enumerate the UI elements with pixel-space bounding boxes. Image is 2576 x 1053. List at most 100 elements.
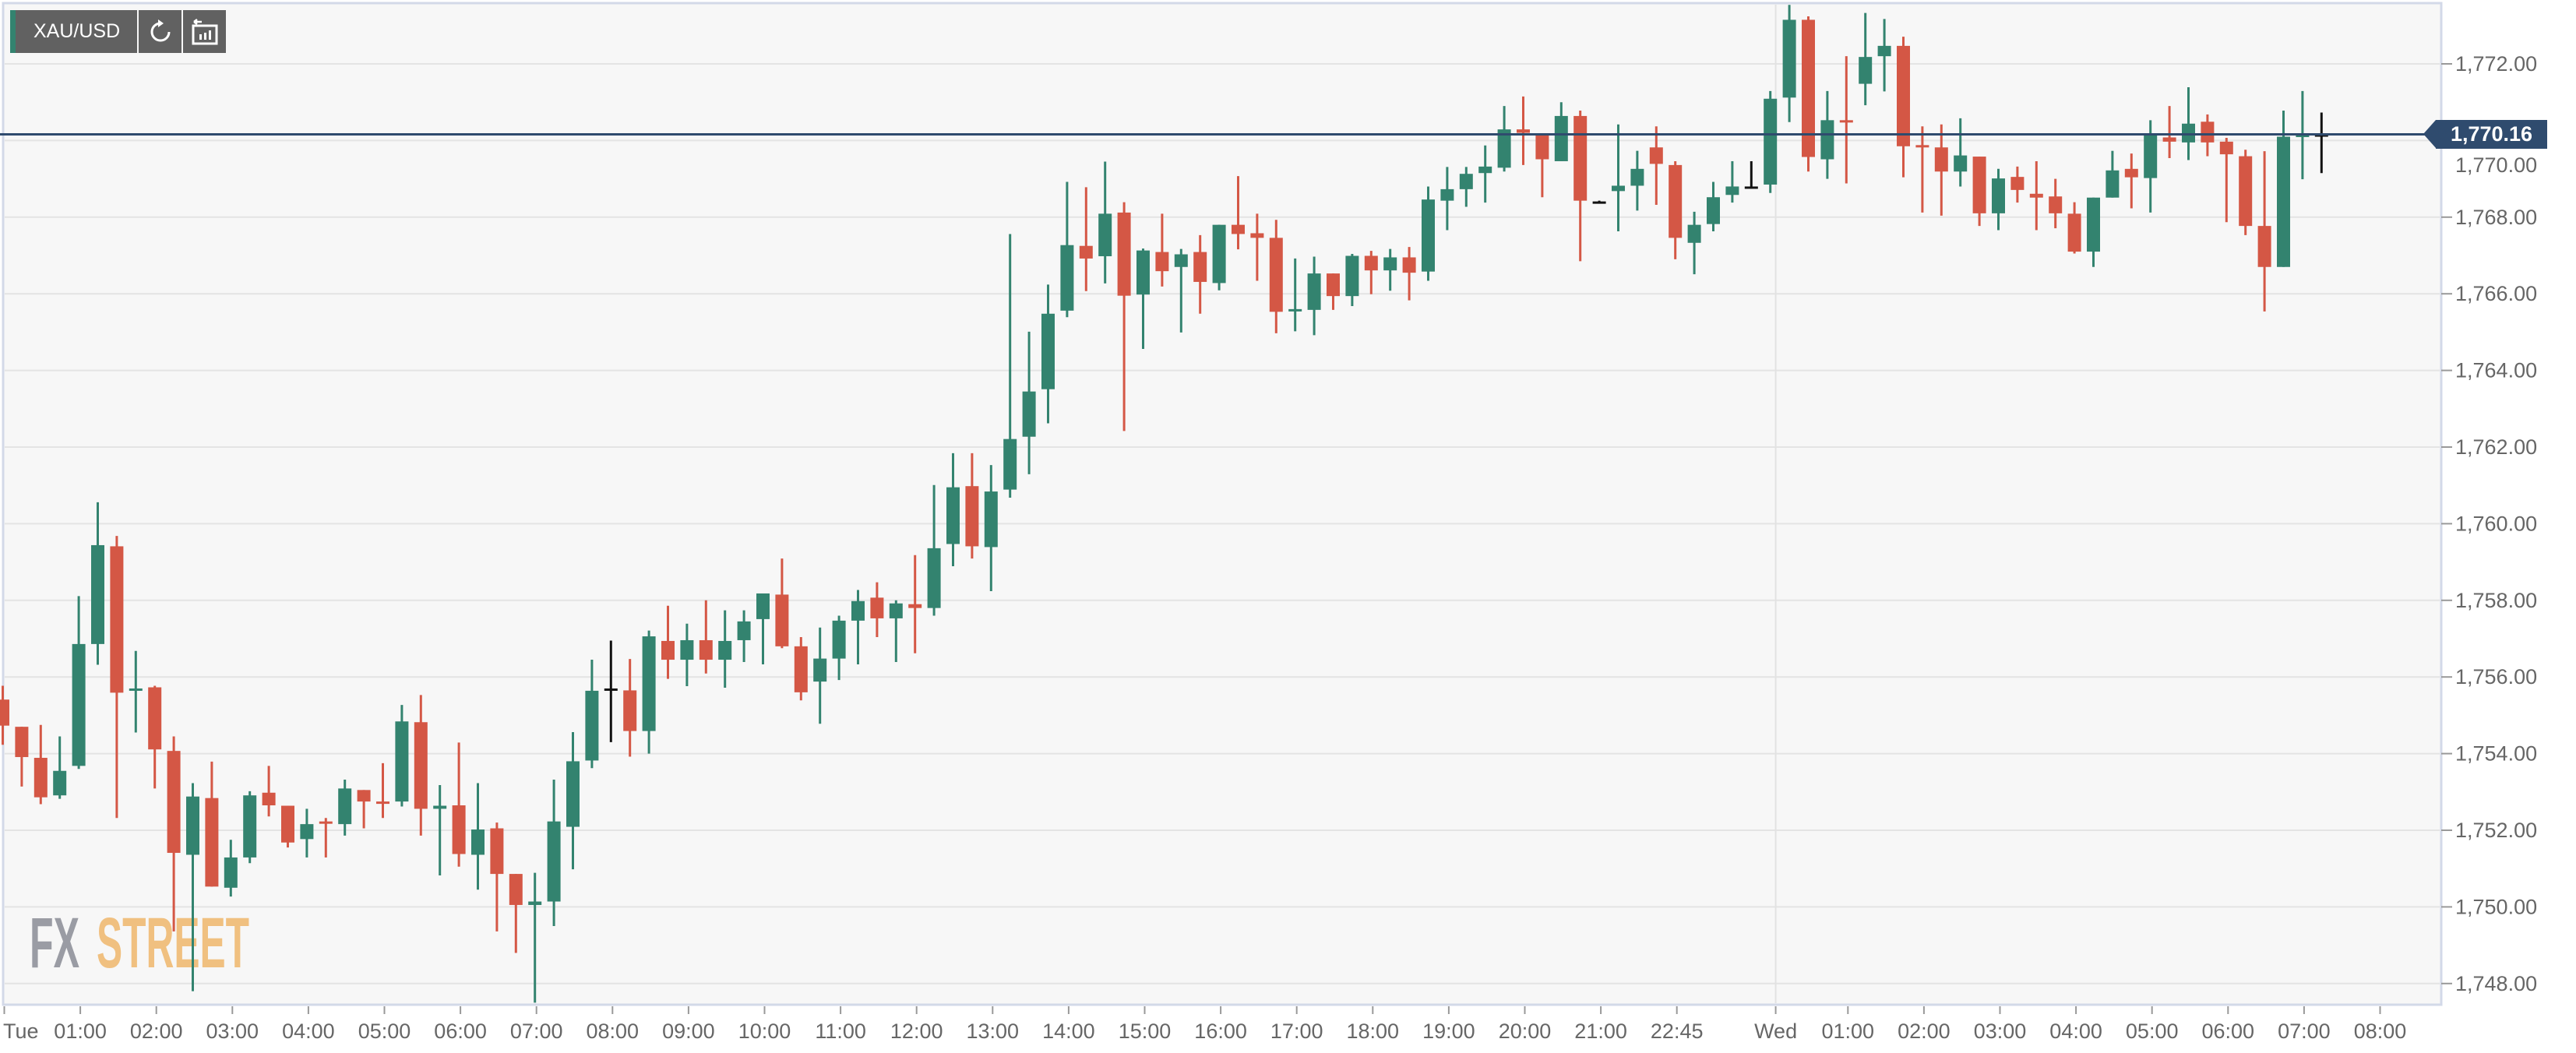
candle[interactable] — [1802, 16, 1815, 172]
candle[interactable] — [1707, 181, 1720, 232]
candle[interactable] — [0, 685, 9, 745]
candle[interactable] — [794, 637, 808, 701]
candle[interactable] — [414, 695, 428, 836]
candle[interactable] — [471, 783, 485, 890]
candle[interactable] — [699, 600, 713, 674]
candle[interactable] — [376, 762, 389, 819]
candle[interactable] — [1041, 284, 1055, 424]
candle[interactable] — [1117, 202, 1131, 431]
candle[interactable] — [1725, 160, 1739, 203]
candle[interactable] — [2257, 151, 2271, 312]
candle[interactable] — [129, 650, 143, 733]
candle[interactable] — [1535, 134, 1549, 198]
candle[interactable] — [148, 685, 162, 789]
candle[interactable] — [1630, 150, 1644, 211]
candle[interactable] — [585, 660, 599, 769]
candle[interactable] — [2219, 137, 2233, 223]
candle[interactable] — [2049, 178, 2063, 229]
candle[interactable] — [946, 453, 960, 567]
candle[interactable] — [1288, 258, 1302, 332]
candle[interactable] — [2277, 111, 2290, 267]
candle[interactable] — [813, 627, 827, 724]
candle[interactable] — [1649, 126, 1663, 206]
candle[interactable] — [53, 736, 67, 799]
candle[interactable] — [1744, 160, 1758, 189]
candle[interactable] — [1079, 187, 1093, 291]
candle[interactable] — [2239, 150, 2253, 235]
chart-type-button[interactable] — [183, 10, 227, 53]
candle[interactable] — [452, 742, 466, 867]
candle[interactable] — [262, 766, 276, 817]
candle[interactable] — [984, 465, 998, 591]
candle[interactable] — [433, 784, 447, 876]
candle[interactable] — [224, 840, 238, 897]
candle[interactable] — [604, 640, 618, 742]
candle[interactable] — [1060, 181, 1074, 318]
candle[interactable] — [965, 453, 979, 559]
candle[interactable] — [281, 805, 294, 848]
candle[interactable] — [357, 790, 371, 829]
candle[interactable] — [547, 780, 561, 926]
candle[interactable] — [908, 555, 922, 653]
candle[interactable] — [1877, 19, 1891, 92]
candle[interactable] — [91, 502, 104, 665]
candle[interactable] — [2067, 202, 2081, 254]
candle[interactable] — [2182, 87, 2195, 160]
candle[interactable] — [2124, 153, 2138, 209]
candle[interactable] — [2087, 197, 2100, 267]
candle[interactable] — [1592, 200, 1606, 204]
candle[interactable] — [623, 659, 637, 757]
candle[interactable] — [775, 558, 789, 649]
candle[interactable] — [205, 761, 219, 887]
candle[interactable] — [1915, 126, 1929, 213]
candle[interactable] — [338, 780, 352, 836]
candle[interactable] — [528, 872, 542, 1003]
candle[interactable] — [110, 536, 124, 819]
candle[interactable] — [1003, 234, 1017, 498]
candle[interactable] — [1573, 111, 1588, 262]
candle[interactable] — [1155, 213, 1169, 287]
symbol-selector[interactable]: XAU/USD — [10, 10, 138, 53]
candle[interactable] — [1402, 247, 1416, 301]
candle[interactable] — [1022, 331, 1036, 474]
candle[interactable] — [15, 727, 29, 787]
candle[interactable] — [1422, 186, 1435, 281]
candle[interactable] — [1232, 176, 1245, 250]
candle[interactable] — [1250, 213, 1264, 281]
candle[interactable] — [2106, 150, 2120, 198]
candle[interactable] — [1554, 102, 1568, 161]
candle[interactable] — [243, 791, 257, 864]
candle[interactable] — [1440, 167, 1454, 231]
candle[interactable] — [756, 593, 770, 664]
candle[interactable] — [1954, 118, 1968, 187]
candle[interactable] — [737, 610, 751, 663]
candle[interactable] — [490, 822, 504, 932]
candle[interactable] — [2010, 166, 2025, 203]
candle[interactable] — [889, 600, 903, 663]
candle[interactable] — [33, 724, 48, 805]
candle[interactable] — [1307, 256, 1321, 336]
candle[interactable] — [72, 596, 86, 770]
candle[interactable] — [1212, 224, 1226, 291]
candle[interactable] — [1098, 161, 1112, 284]
candle[interactable] — [1136, 248, 1150, 350]
candle[interactable] — [1193, 234, 1207, 314]
candle[interactable] — [870, 582, 884, 638]
candle[interactable] — [680, 623, 694, 687]
candle[interactable] — [300, 808, 314, 858]
candle[interactable] — [642, 630, 656, 754]
candle[interactable] — [1364, 251, 1378, 294]
candle[interactable] — [1897, 37, 1910, 178]
candle[interactable] — [1934, 124, 1948, 216]
candle[interactable] — [509, 874, 523, 953]
candle[interactable] — [167, 736, 181, 932]
candle[interactable] — [1859, 12, 1873, 106]
candle[interactable] — [395, 705, 409, 807]
candle[interactable] — [1383, 248, 1397, 291]
candle[interactable] — [1459, 167, 1473, 207]
candle[interactable] — [851, 590, 865, 664]
candle[interactable] — [718, 610, 732, 688]
candle[interactable] — [1174, 248, 1188, 333]
candle[interactable] — [1992, 168, 2005, 231]
